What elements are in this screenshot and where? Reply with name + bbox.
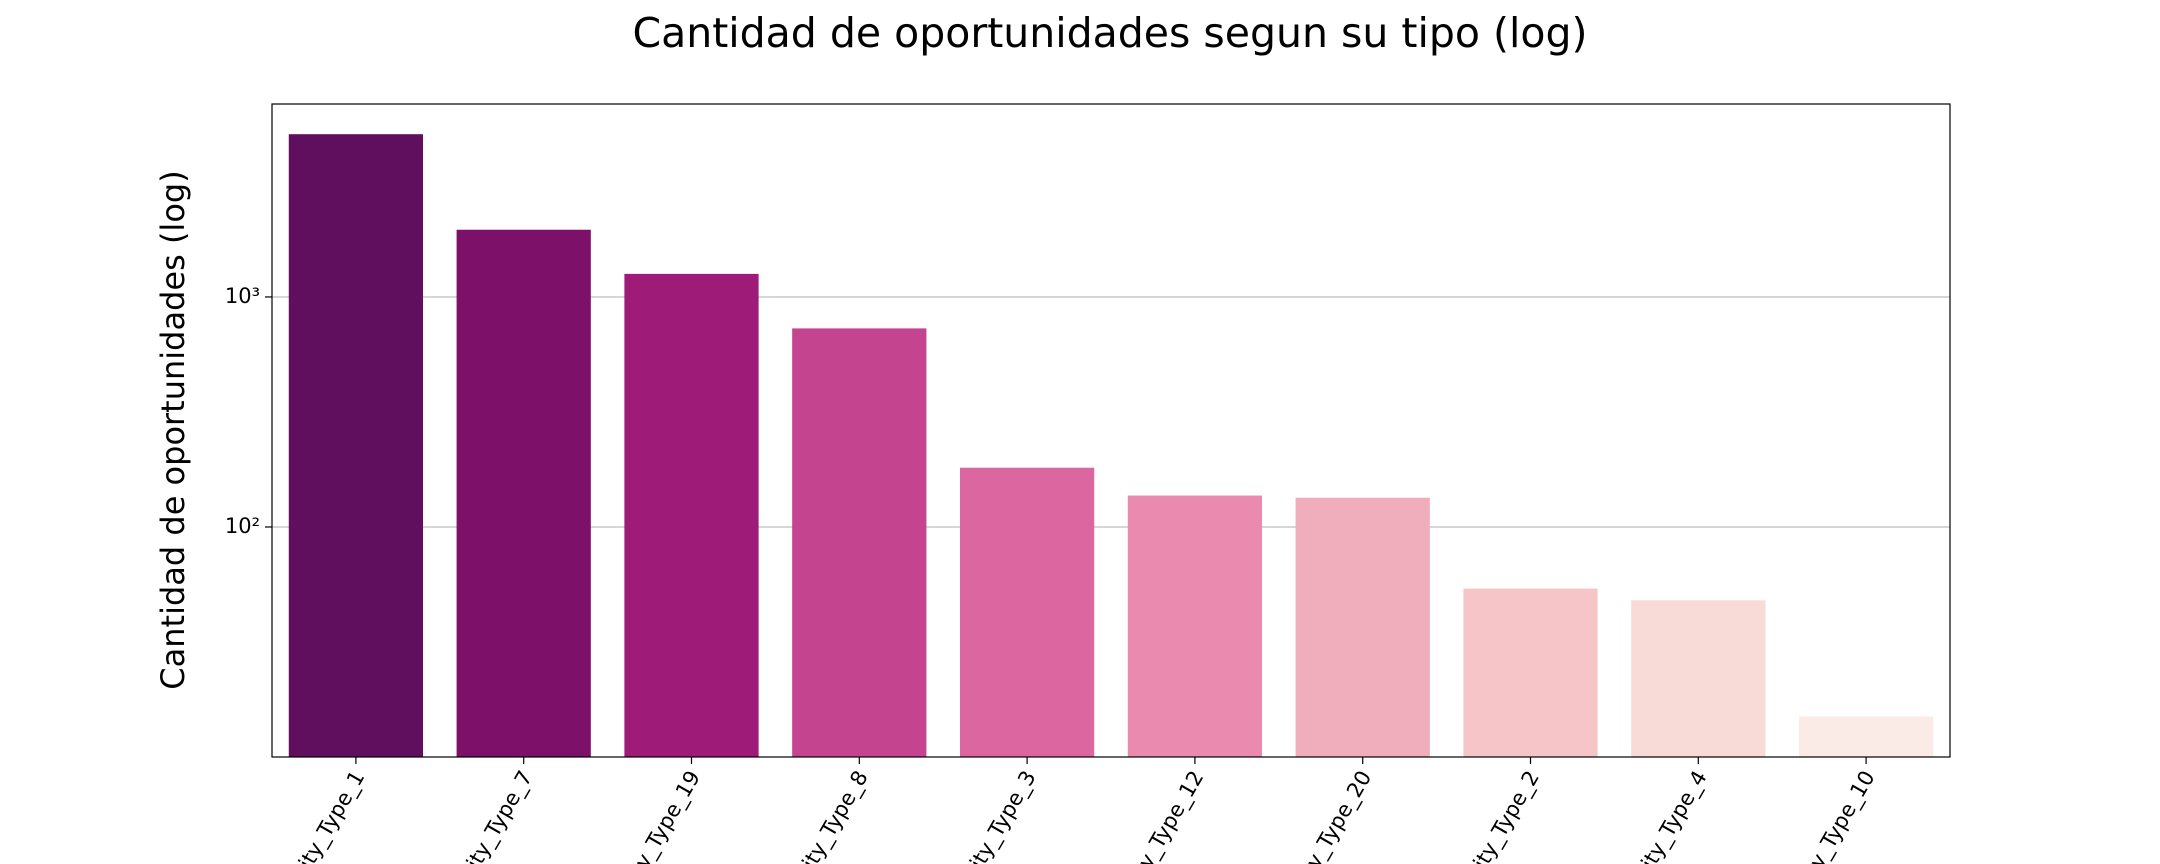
bar — [1631, 600, 1766, 757]
x-tick-label: Opportunity_Type_4 — [1587, 767, 1713, 864]
x-tick-label: Opportunity_Type_12 — [1077, 767, 1210, 864]
plot-frame — [271, 103, 1951, 758]
x-tick-label: Opportunity_Type_19 — [573, 767, 706, 864]
y-tick-label: 10³ — [225, 284, 260, 308]
x-tick-label: Opportunity_Type_20 — [1244, 767, 1377, 864]
x-tick-label: Opportunity_Type_1 — [244, 767, 370, 864]
x-tick-label: Opportunity_Type_10 — [1748, 767, 1881, 864]
y-axis-label: Cantidad de oportunidades (log) — [154, 170, 192, 689]
chart-title: Cantidad de oportunidades segun su tipo … — [632, 9, 1587, 57]
x-tick-label: Opportunity_Type_8 — [748, 767, 874, 864]
bar — [456, 229, 591, 757]
bar — [1798, 716, 1934, 757]
x-tick-label: Opportunity_Type_3 — [916, 767, 1042, 864]
bar — [1463, 588, 1598, 757]
bar — [792, 328, 927, 757]
bar — [624, 273, 759, 757]
bar — [1127, 495, 1263, 757]
x-tick-label: Opportunity_Type_2 — [1419, 767, 1545, 864]
bar — [288, 134, 424, 757]
x-tick-label: Opportunity_Type_7 — [412, 767, 538, 864]
bar — [1295, 497, 1430, 757]
bar — [959, 467, 1095, 757]
y-tick-label: 10² — [225, 514, 260, 538]
